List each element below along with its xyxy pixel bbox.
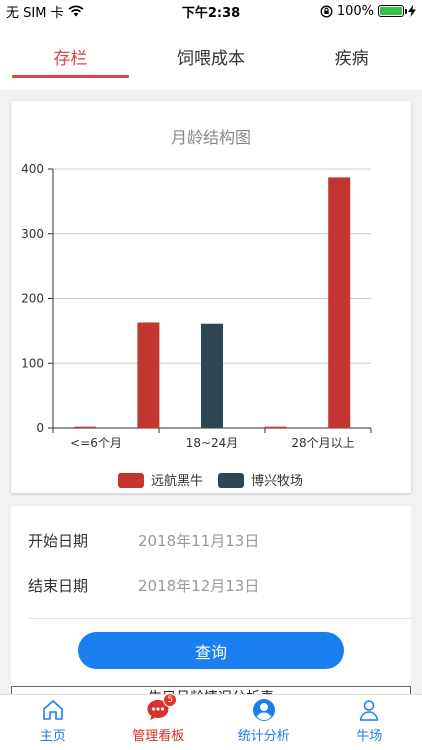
home-icon bbox=[42, 700, 63, 720]
nav-home[interactable]: 主页 bbox=[0, 695, 106, 750]
person-icon bbox=[360, 700, 379, 721]
y-tick-label: 400 bbox=[21, 162, 44, 176]
form-divider bbox=[28, 618, 411, 619]
legend-swatch bbox=[118, 473, 144, 488]
user-circle-icon bbox=[252, 699, 275, 721]
legend-label: 远航黑牛 bbox=[151, 473, 203, 489]
tab-feeding-cost[interactable]: 饲喂成本 bbox=[177, 48, 245, 69]
y-tick-label: 100 bbox=[21, 356, 44, 370]
end-date-label: 结束日期 bbox=[28, 577, 89, 595]
x-tick-label: 18~24月 bbox=[186, 436, 239, 450]
tab-inventory[interactable]: 存栏 bbox=[0, 22, 141, 90]
nav-dashboard[interactable]: 5 管理看板 bbox=[132, 693, 185, 744]
nav-farm[interactable]: 牛场 bbox=[317, 695, 422, 750]
clock: 下午2:38 bbox=[181, 5, 241, 21]
chat-icon: 5 bbox=[145, 693, 178, 723]
chart-title: 月龄结构图 bbox=[171, 128, 251, 147]
bottom-nav: 主页 5 管理看板 统计分析 牛场 bbox=[0, 693, 422, 750]
end-date-row[interactable]: 结束日期 2018年12月13日 bbox=[28, 575, 259, 596]
end-date-value[interactable]: 2018年12月13日 bbox=[138, 577, 260, 595]
y-tick-label: 200 bbox=[21, 292, 44, 306]
start-date-value[interactable]: 2018年11月13日 bbox=[138, 532, 260, 550]
bar bbox=[137, 322, 160, 428]
analysis-table-title: 牛只月龄情况分析表 bbox=[11, 686, 411, 696]
charging-icon bbox=[408, 5, 416, 17]
notification-badge: 5 bbox=[163, 693, 178, 707]
query-form: 开始日期 2018年11月13日 结束日期 2018年12月13日 查询 bbox=[11, 506, 411, 692]
legend-label: 博兴牧场 bbox=[251, 474, 303, 489]
legend-swatch bbox=[218, 473, 244, 488]
rotation-lock-icon bbox=[320, 5, 333, 17]
bar bbox=[328, 177, 351, 428]
chart-card: 月龄结构图 0 100 200 300 400 <=6个月 18~24月 28个月以上远航黑牛 博… bbox=[11, 101, 411, 493]
status-bar: 无 SIM 卡 下午2:38 100% bbox=[0, 0, 422, 22]
battery-icon bbox=[378, 5, 407, 17]
bar bbox=[264, 426, 287, 428]
battery-percent: 100% bbox=[336, 3, 374, 19]
nav-statistics[interactable]: 统计分析 bbox=[211, 695, 317, 750]
start-date-label: 开始日期 bbox=[28, 532, 89, 550]
y-tick-label: 0 bbox=[36, 421, 44, 435]
start-date-row[interactable]: 开始日期 2018年11月13日 bbox=[28, 530, 259, 551]
top-tabs: 存栏 饲喂成本 疾病 bbox=[0, 22, 422, 90]
y-tick-label: 300 bbox=[21, 227, 44, 241]
carrier-label: 无 SIM 卡 bbox=[6, 5, 64, 21]
query-button[interactable]: 查询 bbox=[78, 632, 344, 669]
bar bbox=[201, 323, 223, 428]
x-tick-label: 28个月以上 bbox=[291, 436, 354, 450]
tab-disease[interactable]: 疾病 bbox=[334, 48, 369, 69]
wifi-icon bbox=[68, 5, 83, 17]
bar bbox=[73, 426, 96, 428]
x-tick-label: <=6个月 bbox=[70, 436, 122, 450]
